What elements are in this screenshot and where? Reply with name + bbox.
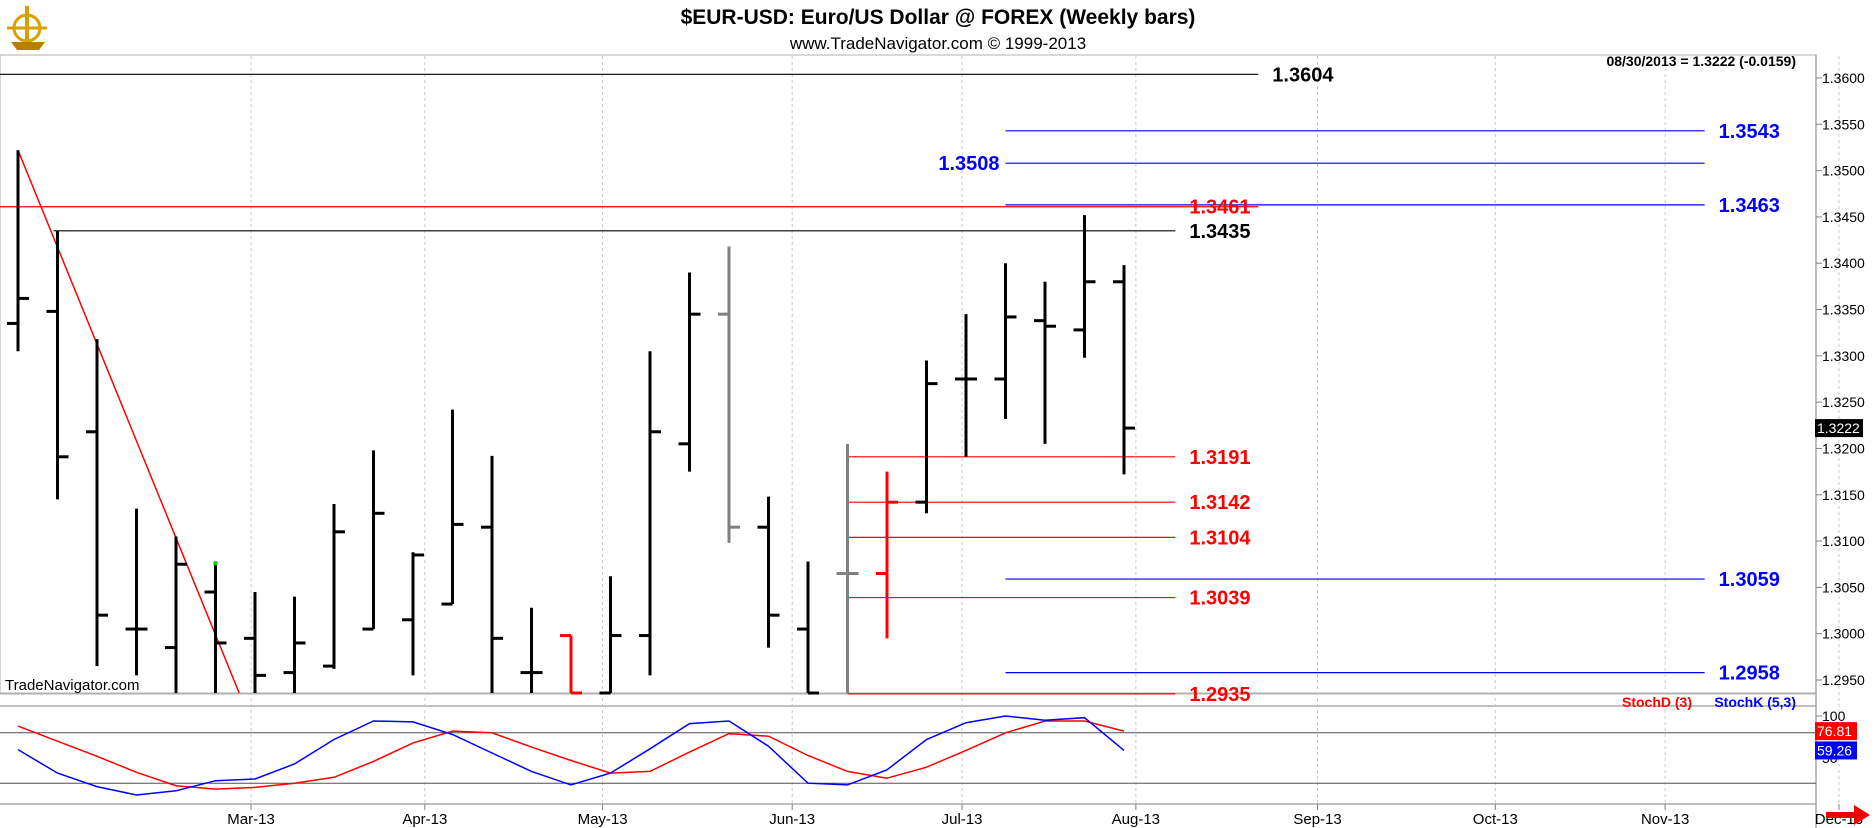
level-label: 1.3039 bbox=[1189, 588, 1250, 610]
y-tick-label: 1.3350 bbox=[1822, 302, 1865, 318]
stoch-value-box bbox=[1815, 722, 1857, 741]
x-tick-label: Jun-13 bbox=[769, 811, 815, 828]
stoch-value-label: 59.26 bbox=[1817, 742, 1852, 758]
stoch-series-line bbox=[17, 715, 1125, 796]
logo-icon[interactable] bbox=[7, 6, 47, 50]
y-tick-label: 1.3050 bbox=[1822, 579, 1865, 595]
y-tick-label: 1.3300 bbox=[1822, 348, 1865, 364]
last-quote-label: 08/30/2013 = 1.3222 (-0.0159) bbox=[1606, 53, 1796, 69]
y-tick-label: 1.3100 bbox=[1822, 533, 1865, 549]
level-label: 1.3104 bbox=[1189, 527, 1251, 549]
y-tick-label: 1.3600 bbox=[1822, 70, 1865, 86]
level-label: 1.3604 bbox=[1272, 64, 1334, 86]
x-tick-label: Oct-13 bbox=[1473, 811, 1518, 828]
stoch-value-box bbox=[1815, 741, 1857, 760]
x-tick-label: Apr-13 bbox=[402, 811, 447, 828]
time-axis-layer: Mar-13 Apr-13 May-13 Jun-13 Jul-13 Aug-13 Sep-… bbox=[227, 804, 1863, 828]
y-tick-label: 1.3250 bbox=[1822, 394, 1865, 410]
level-label: 1.3059 bbox=[1719, 569, 1780, 591]
level-label: 1.3508 bbox=[938, 153, 999, 175]
level-label: 1.3461 bbox=[1189, 197, 1250, 219]
price-bars-layer bbox=[7, 150, 1135, 695]
x-tick-label: Mar-13 bbox=[227, 811, 275, 828]
x-tick-label: Aug-13 bbox=[1112, 811, 1160, 828]
x-tick-label: Sep-13 bbox=[1293, 811, 1341, 828]
y-tick-label: 1.3200 bbox=[1822, 440, 1865, 456]
y-tick-label: 1.3400 bbox=[1822, 255, 1865, 271]
y-tick-label: 1.3500 bbox=[1822, 163, 1865, 179]
level-label: 1.3463 bbox=[1719, 195, 1780, 217]
stoch-legend-k: StochK (5,3) bbox=[1714, 694, 1796, 710]
level-label: 1.3543 bbox=[1719, 121, 1780, 143]
trendline-layer bbox=[17, 149, 240, 694]
y-tick-label: 1.3550 bbox=[1822, 116, 1865, 132]
level-label: 1.2935 bbox=[1189, 684, 1250, 706]
stoch-series-line bbox=[17, 720, 1125, 790]
watermark: TradeNavigator.com bbox=[5, 677, 140, 694]
y-tick-label: 1.2950 bbox=[1822, 672, 1865, 688]
high-marker bbox=[213, 561, 218, 566]
x-tick-label: May-13 bbox=[578, 811, 628, 828]
x-tick-label: Nov-13 bbox=[1641, 811, 1689, 828]
x-tick-label: Jul-13 bbox=[942, 811, 983, 828]
scroll-right-icon[interactable] bbox=[1826, 805, 1870, 825]
stoch-y-tick-label: 100 bbox=[1822, 708, 1846, 724]
y-tick-label: 1.3450 bbox=[1822, 209, 1865, 225]
stoch-legend-d: StochD (3) bbox=[1622, 694, 1692, 710]
stoch-value-label: 76.81 bbox=[1817, 723, 1852, 739]
level-label: 1.3142 bbox=[1189, 492, 1250, 514]
chart-title: $EUR-USD: Euro/US Dollar @ FOREX (Weekly… bbox=[681, 6, 1196, 29]
y-tick-label: 1.3150 bbox=[1822, 487, 1865, 503]
price-axis-layer: 1.2950 1.3000 1.3050 1.3100 1.3150 1.3200 1.32… bbox=[1815, 70, 1865, 688]
level-label: 1.2958 bbox=[1719, 663, 1780, 685]
chart-subtitle: www.TradeNavigator.com © 1999-2013 bbox=[789, 34, 1086, 53]
level-label: 1.3191 bbox=[1189, 447, 1250, 469]
level-label: 1.3435 bbox=[1189, 221, 1250, 243]
trendline bbox=[17, 149, 240, 694]
last-price-box bbox=[1815, 419, 1863, 438]
y-tick-label: 1.3000 bbox=[1822, 626, 1865, 642]
last-price-label: 1.3222 bbox=[1817, 420, 1860, 436]
